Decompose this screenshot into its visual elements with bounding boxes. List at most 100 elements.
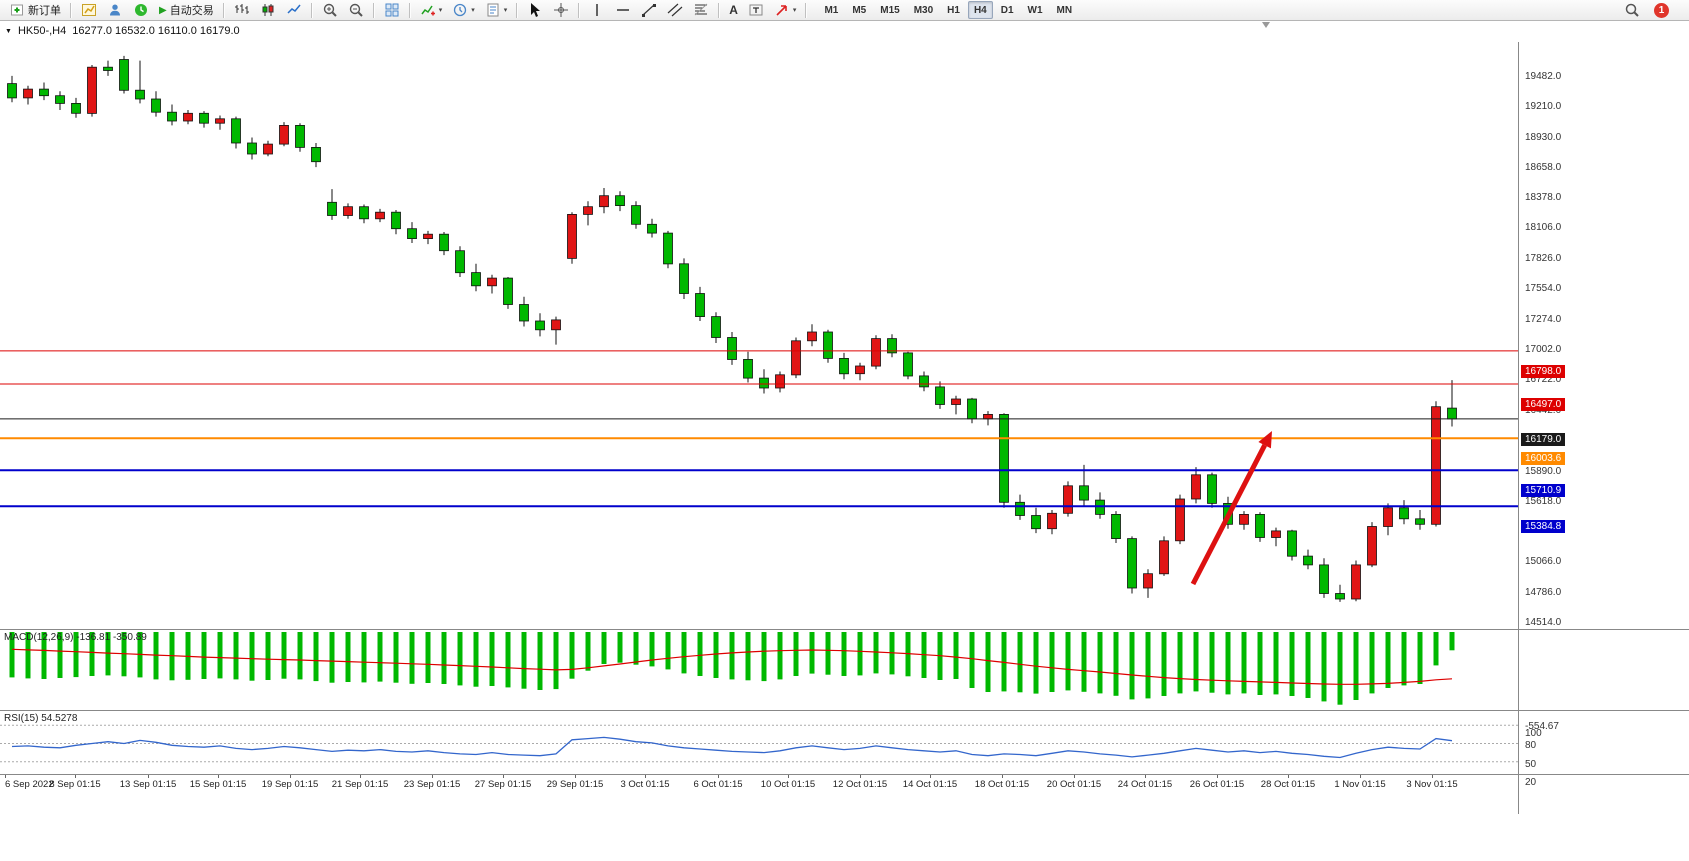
text-box-tool-button[interactable] [744, 0, 768, 20]
cursor-tool-button[interactable] [523, 0, 547, 20]
new-chart-button[interactable] [77, 0, 101, 20]
indicators-button[interactable]: ▾ [416, 0, 447, 20]
market-watch-button[interactable] [129, 0, 153, 20]
text-label-tool-button[interactable]: A [725, 0, 742, 20]
template-document-icon [487, 3, 499, 17]
toolbar-separator [222, 2, 225, 18]
rsi-chart[interactable] [0, 711, 1518, 775]
timeframe-button-M1[interactable]: M1 [824, 4, 839, 16]
time-axis-label: 15 Sep 01:15 [189, 779, 247, 790]
price-tick-label: 15890.0 [1525, 465, 1562, 477]
search-icon [1625, 3, 1639, 17]
periods-button[interactable]: ▾ [448, 0, 479, 20]
fibonacci-tool-button[interactable] [689, 0, 713, 20]
toolbar-separator [516, 2, 519, 18]
timeframe-button-M5[interactable]: M5 [852, 4, 867, 16]
zoom-out-button[interactable] [344, 0, 368, 20]
candlestick-chart[interactable] [0, 21, 1518, 629]
time-axis[interactable]: 6 Sep 2022 8 Sep 01:15 13 Sep 01:15 15 Sep … [0, 774, 1689, 793]
rsi-axis-label: 100 [1525, 728, 1542, 739]
chart-shift-marker[interactable] [1262, 22, 1270, 28]
time-axis-tick [1217, 775, 1218, 778]
line-chart-icon [287, 4, 301, 14]
new-order-button[interactable]: 新订单 [5, 0, 65, 20]
time-axis-label: 26 Oct 01:15 [1189, 779, 1245, 790]
zoom-in-button[interactable] [318, 0, 342, 20]
rsi-axis-label: 50 [1525, 758, 1537, 770]
time-axis-label: 12 Oct 01:15 [832, 779, 888, 790]
price-tick-label: 18378.0 [1525, 192, 1562, 204]
price-line-badge: 16798.0 [1521, 364, 1566, 378]
market-watch-icon [135, 4, 147, 16]
timeframe-button-H4[interactable]: H4 [967, 1, 993, 19]
horizontal-line-tool-button[interactable] [611, 0, 635, 20]
time-axis-tick [788, 775, 789, 778]
toolbar-separator [578, 2, 581, 18]
price-tick-label: 17826.0 [1525, 252, 1562, 264]
time-axis-label: 24 Oct 01:15 [1117, 779, 1173, 790]
time-axis-label: 21 Sep 01:15 [331, 779, 389, 790]
channel-tool-button[interactable] [663, 0, 687, 20]
rsi-panel[interactable]: RSI(15) 54.5278 [0, 710, 1689, 774]
time-axis-label: 10 Oct 01:15 [760, 779, 816, 790]
dropdown-caret-icon: ▾ [471, 6, 475, 14]
candlestick-mode-button[interactable] [256, 0, 280, 20]
macd-panel[interactable]: MACD(12,26,9) -136.81 -350.89 [0, 629, 1689, 710]
price-tick-label: 14786.0 [1525, 587, 1562, 598]
chart-ohlc-values: 16277.0 16532.0 16110.0 16179.0 [72, 25, 240, 37]
profiles-button[interactable] [103, 0, 127, 20]
rsi-axis-label: 80 [1525, 740, 1537, 752]
templates-button[interactable]: ▾ [481, 0, 512, 20]
auto-trading-play-icon: ▶ [159, 4, 167, 16]
price-chart-panel[interactable]: ▼ HK50-,H4 16277.0 16532.0 16110.0 16179… [0, 21, 1689, 629]
time-axis-tick [503, 775, 504, 778]
auto-trading-button[interactable]: ▶ 自动交易 [155, 0, 218, 20]
timeframe-button-D1[interactable]: D1 [1000, 4, 1014, 16]
vertical-line-tool-button[interactable] [585, 0, 609, 20]
rsi-axis-label: 20 [1525, 776, 1537, 788]
search-button[interactable] [1620, 0, 1644, 20]
price-tick-label: 18930.0 [1525, 131, 1562, 143]
line-chart-mode-button[interactable] [282, 0, 306, 20]
time-axis-label: 18 Oct 01:15 [974, 779, 1030, 790]
text-label-icon: A [729, 3, 738, 17]
price-tick-label: 18106.0 [1525, 222, 1562, 234]
timeframe-button-W1[interactable]: W1 [1027, 4, 1043, 16]
toolbar-separator [372, 2, 375, 18]
timeframe-button-MN[interactable]: MN [1056, 4, 1073, 16]
arrows-tool-button[interactable]: ▾ [770, 0, 801, 20]
price-tick-label: 17002.0 [1525, 343, 1562, 355]
ohlc-bars-icon [234, 4, 249, 14]
notification-badge[interactable]: 1 [1654, 2, 1669, 18]
price-line-badge: 15710.9 [1521, 484, 1566, 498]
price-axis[interactable]: 19482.0 19210.0 18930.0 18658.0 18378.0 18106… [1518, 42, 1689, 814]
crosshair-icon [554, 3, 569, 17]
arrow-object-icon [776, 5, 787, 16]
trendline-icon [642, 4, 657, 17]
price-tick-label: 17274.0 [1525, 313, 1562, 325]
toolbar-separator [408, 2, 411, 18]
clock-icon [454, 3, 467, 17]
trendline-tool-button[interactable] [637, 0, 661, 20]
horizontal-line-icon [617, 9, 630, 11]
price-tick-label: 19482.0 [1525, 70, 1562, 82]
toolbar-separator [718, 2, 721, 18]
chart-workspace: ▼ HK50-,H4 16277.0 16532.0 16110.0 16179… [0, 21, 1689, 814]
time-axis-tick [930, 775, 931, 778]
price-tick-label: 14514.0 [1525, 616, 1562, 628]
macd-chart[interactable] [0, 630, 1518, 710]
timeframe-button-M30[interactable]: M30 [913, 4, 934, 16]
timeframe-button-M15[interactable]: M15 [880, 4, 900, 16]
cursor-icon [531, 3, 541, 17]
time-axis-label: 3 Oct 01:15 [620, 779, 670, 790]
time-axis-tick [1432, 775, 1433, 778]
time-axis-tick [575, 775, 576, 778]
timeframe-button-H1[interactable]: H1 [947, 4, 960, 16]
macd-axis-label: -554.67 [1525, 721, 1559, 732]
crosshair-tool-button[interactable] [549, 0, 573, 20]
bar-chart-mode-button[interactable] [230, 0, 254, 20]
tile-windows-icon [385, 3, 399, 17]
time-axis-tick [75, 775, 76, 778]
dropdown-caret-icon: ▾ [438, 6, 443, 14]
tile-windows-button[interactable] [380, 0, 404, 20]
